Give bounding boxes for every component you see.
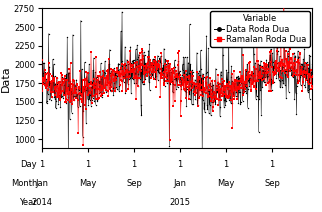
Text: May: May: [79, 179, 97, 188]
Text: 1: 1: [177, 160, 183, 169]
Text: 1: 1: [131, 160, 137, 169]
Y-axis label: Data: Data: [1, 65, 11, 92]
Text: 2014: 2014: [31, 198, 52, 207]
Legend: Data Roda Dua, Ramalan Roda Dua: Data Roda Dua, Ramalan Roda Dua: [210, 11, 310, 47]
Text: Year: Year: [19, 198, 37, 207]
Text: 2015: 2015: [169, 198, 191, 207]
Text: Sep: Sep: [264, 179, 280, 188]
Text: 1: 1: [85, 160, 90, 169]
Text: Sep: Sep: [126, 179, 142, 188]
Text: 1: 1: [270, 160, 275, 169]
Text: 1: 1: [39, 160, 44, 169]
Text: Day: Day: [20, 160, 37, 169]
Text: Jan: Jan: [174, 179, 186, 188]
Text: May: May: [217, 179, 235, 188]
Text: Month: Month: [11, 179, 37, 188]
Text: Jan: Jan: [35, 179, 48, 188]
Text: 1: 1: [223, 160, 229, 169]
